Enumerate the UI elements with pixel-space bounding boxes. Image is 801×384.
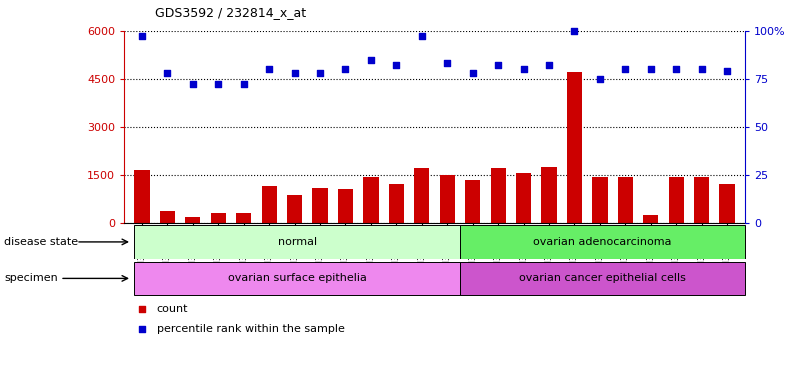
Bar <box>159 211 175 223</box>
Point <box>594 76 606 82</box>
Text: specimen: specimen <box>4 273 58 283</box>
Point <box>237 81 250 88</box>
Point <box>390 62 403 68</box>
Point <box>441 60 453 66</box>
Point <box>416 33 429 40</box>
Text: GDS3592 / 232814_x_at: GDS3592 / 232814_x_at <box>155 6 306 19</box>
Bar <box>211 213 226 223</box>
Bar <box>592 177 607 223</box>
Bar <box>669 177 684 223</box>
Bar <box>643 215 658 223</box>
Point <box>568 28 581 34</box>
Text: percentile rank within the sample: percentile rank within the sample <box>157 324 344 334</box>
Bar <box>460 225 745 258</box>
Point <box>644 66 657 72</box>
Point <box>492 62 505 68</box>
Text: normal: normal <box>278 237 316 247</box>
Point <box>695 66 708 72</box>
Bar <box>719 184 735 223</box>
Text: ovarian surface epithelia: ovarian surface epithelia <box>227 273 367 283</box>
Bar <box>694 177 710 223</box>
Bar <box>364 177 379 223</box>
Bar <box>262 186 277 223</box>
Bar <box>135 225 460 258</box>
Point <box>135 33 148 40</box>
Text: ovarian adenocarcinoma: ovarian adenocarcinoma <box>533 237 672 247</box>
Point <box>161 70 174 76</box>
Bar <box>287 195 302 223</box>
Point <box>136 326 149 332</box>
Bar <box>135 262 460 295</box>
Bar <box>465 180 481 223</box>
Bar <box>541 167 557 223</box>
Bar <box>236 213 252 223</box>
Point <box>670 66 682 72</box>
Text: disease state: disease state <box>4 237 78 247</box>
Text: count: count <box>157 304 188 314</box>
Text: ovarian cancer epithelial cells: ovarian cancer epithelial cells <box>519 273 686 283</box>
Point <box>288 70 301 76</box>
Bar <box>490 168 505 223</box>
Point <box>339 66 352 72</box>
Bar <box>414 168 429 223</box>
Point <box>542 62 555 68</box>
Point <box>364 56 377 63</box>
Bar <box>388 184 404 223</box>
Point <box>212 81 225 88</box>
Point <box>187 81 199 88</box>
Bar <box>618 177 633 223</box>
Point <box>263 66 276 72</box>
Point <box>466 70 479 76</box>
Point <box>314 70 327 76</box>
Bar <box>460 262 745 295</box>
Bar <box>338 189 353 223</box>
Bar <box>440 175 455 223</box>
Point <box>619 66 632 72</box>
Point <box>136 306 149 312</box>
Bar <box>516 173 531 223</box>
Bar <box>312 187 328 223</box>
Bar <box>185 217 200 223</box>
Bar <box>135 170 150 223</box>
Point <box>517 66 530 72</box>
Bar <box>567 72 582 223</box>
Point <box>721 68 734 74</box>
